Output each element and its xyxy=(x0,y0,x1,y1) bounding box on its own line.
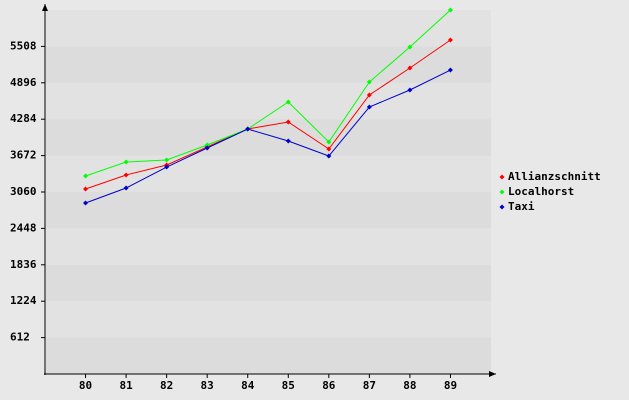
grid-band xyxy=(46,10,491,47)
grid-band xyxy=(46,82,491,120)
y-tick-label: 2448 xyxy=(10,221,37,234)
data-point xyxy=(164,164,170,170)
data-point xyxy=(83,173,89,179)
x-tick-label: 88 xyxy=(403,379,416,392)
data-point xyxy=(366,92,372,98)
y-axis-arrow xyxy=(42,4,48,11)
data-point xyxy=(285,99,291,105)
data-point xyxy=(326,146,332,152)
data-point xyxy=(285,119,291,125)
data-point xyxy=(366,104,372,110)
series-line xyxy=(85,9,451,177)
legend-label: Allianzschnitt xyxy=(508,170,601,183)
y-tick-label: 612 xyxy=(10,331,30,344)
grid-band xyxy=(46,155,491,192)
data-point xyxy=(123,185,129,191)
x-tick-label: 85 xyxy=(282,379,295,392)
data-point xyxy=(204,145,210,151)
data-point xyxy=(407,65,413,71)
data-point xyxy=(447,37,453,43)
data-point xyxy=(123,172,129,178)
legend-label: Localhorst xyxy=(508,185,574,198)
grid-band xyxy=(46,337,491,374)
grid-band xyxy=(46,46,491,83)
legend-label: Taxi xyxy=(508,200,535,213)
y-tick-label: 4896 xyxy=(10,76,37,89)
data-point xyxy=(123,159,129,165)
x-tick-label: 84 xyxy=(241,379,255,392)
x-tick-label: 80 xyxy=(79,379,92,392)
y-tick-label: 4284 xyxy=(10,112,37,125)
data-point xyxy=(83,186,89,192)
y-tick-label: 3060 xyxy=(10,185,37,198)
data-point xyxy=(326,139,332,145)
data-point xyxy=(447,7,453,13)
data-point xyxy=(164,157,170,163)
y-tick-label: 5508 xyxy=(10,39,37,52)
y-tick-label: 1836 xyxy=(10,258,37,271)
data-point xyxy=(407,44,413,50)
grid-band xyxy=(46,264,491,302)
grid-band xyxy=(46,228,491,265)
data-point xyxy=(447,67,453,73)
y-tick-label: 1224 xyxy=(10,294,37,307)
grid-band xyxy=(46,119,491,156)
legend-marker xyxy=(499,204,505,210)
series-line xyxy=(85,69,451,204)
x-tick-label: 89 xyxy=(444,379,457,392)
data-point xyxy=(285,138,291,144)
data-point xyxy=(407,87,413,93)
x-tick-label: 82 xyxy=(160,379,173,392)
data-point xyxy=(245,126,251,132)
x-tick-label: 83 xyxy=(201,379,214,392)
x-tick-label: 81 xyxy=(119,379,133,392)
legend-marker xyxy=(499,174,505,180)
grid-band xyxy=(46,301,491,338)
x-axis-arrow xyxy=(489,371,496,377)
data-point xyxy=(83,200,89,206)
legend-marker xyxy=(499,189,505,195)
series-line xyxy=(85,39,451,190)
data-point xyxy=(326,153,332,159)
x-tick-label: 87 xyxy=(363,379,376,392)
x-tick-label: 86 xyxy=(322,379,336,392)
grid-band xyxy=(46,192,491,229)
data-point xyxy=(366,79,372,85)
y-tick-label: 3672 xyxy=(10,149,37,162)
data-point xyxy=(204,142,210,148)
